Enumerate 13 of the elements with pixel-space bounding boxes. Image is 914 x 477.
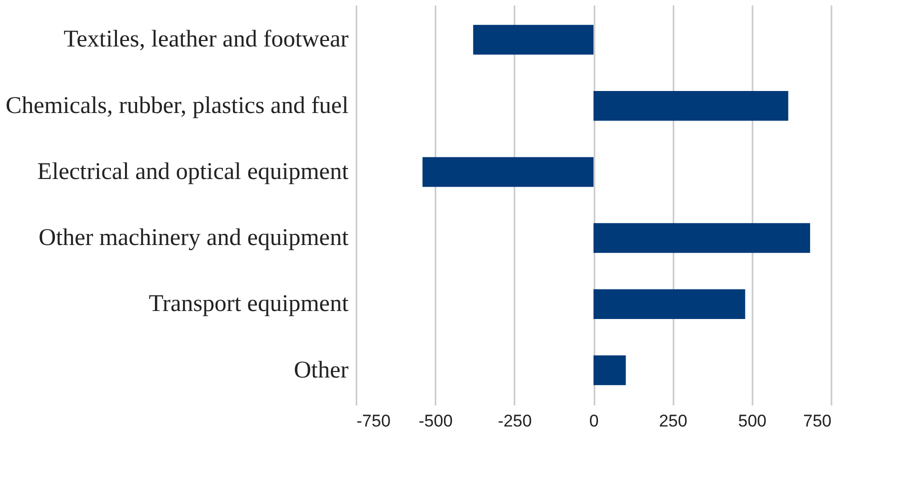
x-tick-label: 250 (658, 412, 688, 430)
x-tick-label: -750 (356, 412, 391, 430)
x-tick-label: 500 (738, 412, 767, 430)
y-tick-label: Other (294, 357, 348, 384)
x-tick-label: -500 (418, 412, 453, 430)
x-tick-label: 0 (589, 412, 599, 430)
y-tick-label: Electrical and optical equipment (37, 158, 349, 185)
y-tick-label: Textiles, leather and footwear (64, 26, 349, 53)
x-tick-label: -250 (498, 412, 532, 430)
x-tick-label: 750 (803, 412, 832, 430)
y-tick-label: Chemicals, rubber, plastics and fuel (6, 92, 349, 119)
y-tick-label: Other machinery and equipment (38, 225, 349, 252)
y-tick-label: Transport equipment (148, 291, 349, 318)
